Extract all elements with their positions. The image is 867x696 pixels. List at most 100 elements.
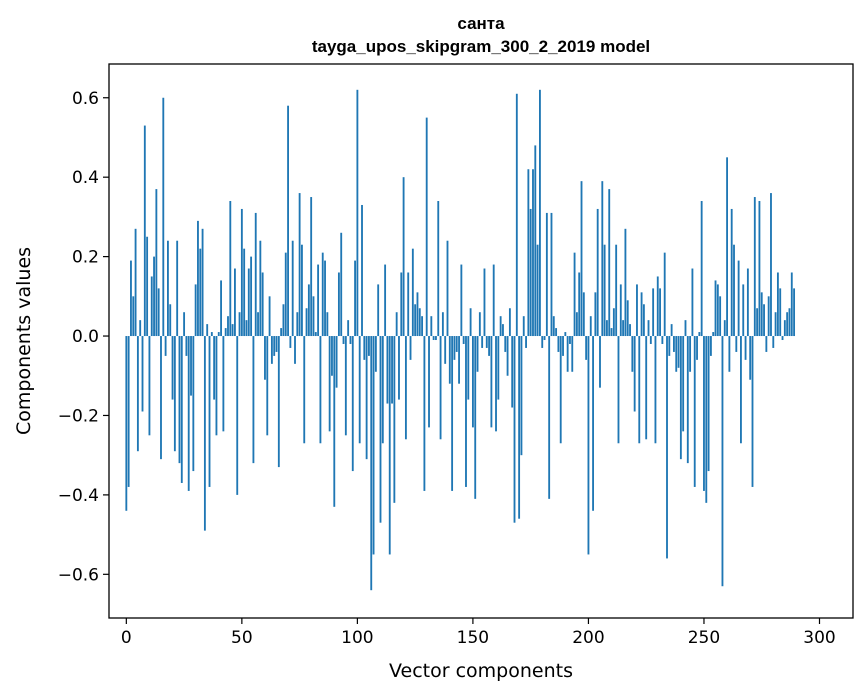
bar: [559, 336, 562, 444]
bar: [324, 260, 326, 337]
bar: [624, 228, 627, 337]
bar: [511, 336, 514, 408]
bar: [626, 300, 629, 337]
bar: [328, 336, 331, 432]
bar: [587, 336, 590, 555]
bar: [365, 336, 368, 460]
x-axis-label: Vector components: [389, 660, 573, 682]
bar: [749, 336, 752, 380]
bar: [178, 336, 181, 464]
bar: [709, 336, 712, 356]
bar: [146, 236, 149, 337]
bar: [642, 304, 645, 337]
bar: [386, 336, 389, 404]
bar: [633, 336, 636, 412]
bar: [210, 332, 213, 337]
bar: [337, 272, 340, 337]
bar: [303, 336, 306, 444]
x-tick-label: 250: [688, 628, 720, 648]
bar: [536, 244, 539, 337]
bar: [596, 208, 599, 337]
bar: [238, 312, 241, 337]
bar: [402, 177, 405, 337]
bar: [287, 105, 289, 337]
bar: [552, 316, 555, 337]
bar: [619, 284, 622, 337]
bar: [307, 284, 310, 337]
bar: [370, 336, 373, 591]
bar: [134, 228, 137, 337]
bar: [127, 336, 130, 487]
bar: [608, 189, 611, 337]
bar: [167, 240, 169, 337]
bar: [363, 336, 366, 360]
bar: [423, 336, 426, 491]
bar: [435, 336, 437, 341]
bar: [502, 324, 504, 337]
bar: [545, 212, 548, 337]
x-tick-label: 50: [231, 628, 253, 648]
bar: [391, 336, 393, 404]
bar: [751, 336, 754, 487]
bar: [411, 248, 414, 337]
bar: [580, 181, 583, 337]
bar: [317, 264, 320, 337]
bar: [760, 292, 763, 337]
bar: [522, 316, 525, 337]
plot-frame: [108, 63, 854, 619]
bar: [656, 276, 659, 337]
bar: [719, 296, 722, 337]
bar: [649, 336, 652, 344]
bar: [485, 336, 488, 348]
bar: [659, 288, 661, 337]
bar: [257, 312, 259, 337]
bar: [753, 197, 756, 337]
bar: [439, 336, 442, 440]
y-tick-label: 0.0: [72, 327, 99, 347]
bar: [171, 336, 174, 400]
bar: [668, 336, 671, 356]
bar: [790, 272, 793, 337]
bar: [203, 336, 206, 531]
bar: [696, 336, 698, 360]
bar: [395, 312, 398, 337]
bar: [631, 336, 634, 372]
y-tick-label: −0.4: [58, 486, 99, 506]
bar: [236, 336, 239, 495]
bar: [407, 272, 410, 337]
bar: [190, 336, 192, 396]
bar: [728, 336, 731, 372]
bar: [774, 312, 777, 337]
bar: [497, 336, 500, 400]
bar: [520, 336, 523, 456]
bar: [398, 336, 400, 400]
bar: [776, 272, 779, 337]
bar: [506, 336, 509, 376]
bar: [173, 336, 176, 452]
bar: [351, 336, 354, 472]
bar: [183, 312, 186, 337]
bar: [453, 336, 456, 360]
bar: [312, 296, 315, 337]
bar: [735, 336, 738, 352]
bar: [180, 336, 183, 483]
bar: [721, 336, 724, 587]
bar: [153, 256, 155, 337]
bar: [310, 197, 313, 337]
y-axis-ticks: −0.6 −0.4 −0.2 0.0 0.2 0.4 0.6: [58, 89, 109, 585]
bar: [185, 336, 188, 356]
bar: [354, 260, 356, 337]
bar: [162, 97, 165, 337]
bar: [578, 272, 581, 337]
bar: [150, 276, 153, 337]
bar: [421, 316, 424, 337]
bar: [550, 212, 553, 337]
bar: [294, 336, 296, 364]
bar: [361, 204, 363, 337]
bar: [206, 324, 209, 337]
bar: [240, 208, 243, 337]
bar: [566, 336, 569, 372]
bar: [594, 292, 597, 337]
bar: [247, 268, 250, 337]
bar: [686, 336, 689, 464]
